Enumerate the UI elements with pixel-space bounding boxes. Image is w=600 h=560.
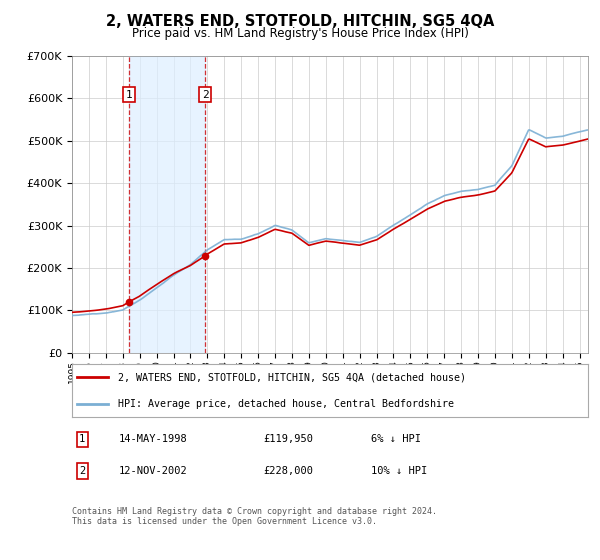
Text: £119,950: £119,950	[263, 434, 313, 444]
Text: Contains HM Land Registry data © Crown copyright and database right 2024.
This d: Contains HM Land Registry data © Crown c…	[72, 507, 437, 526]
Text: HPI: Average price, detached house, Central Bedfordshire: HPI: Average price, detached house, Cent…	[118, 399, 454, 409]
Text: 1: 1	[125, 90, 133, 100]
Text: 12-NOV-2002: 12-NOV-2002	[118, 466, 187, 476]
Text: 10% ↓ HPI: 10% ↓ HPI	[371, 466, 428, 476]
Text: 2: 2	[79, 466, 85, 476]
Text: 2: 2	[202, 90, 209, 100]
Text: Price paid vs. HM Land Registry's House Price Index (HPI): Price paid vs. HM Land Registry's House …	[131, 27, 469, 40]
Text: 6% ↓ HPI: 6% ↓ HPI	[371, 434, 421, 444]
Text: £228,000: £228,000	[263, 466, 313, 476]
Text: 14-MAY-1998: 14-MAY-1998	[118, 434, 187, 444]
Bar	[129, 56, 205, 353]
Text: 2, WATERS END, STOTFOLD, HITCHIN, SG5 4QA (detached house): 2, WATERS END, STOTFOLD, HITCHIN, SG5 4Q…	[118, 372, 466, 382]
Text: 2, WATERS END, STOTFOLD, HITCHIN, SG5 4QA: 2, WATERS END, STOTFOLD, HITCHIN, SG5 4Q…	[106, 14, 494, 29]
Text: 1: 1	[79, 434, 85, 444]
